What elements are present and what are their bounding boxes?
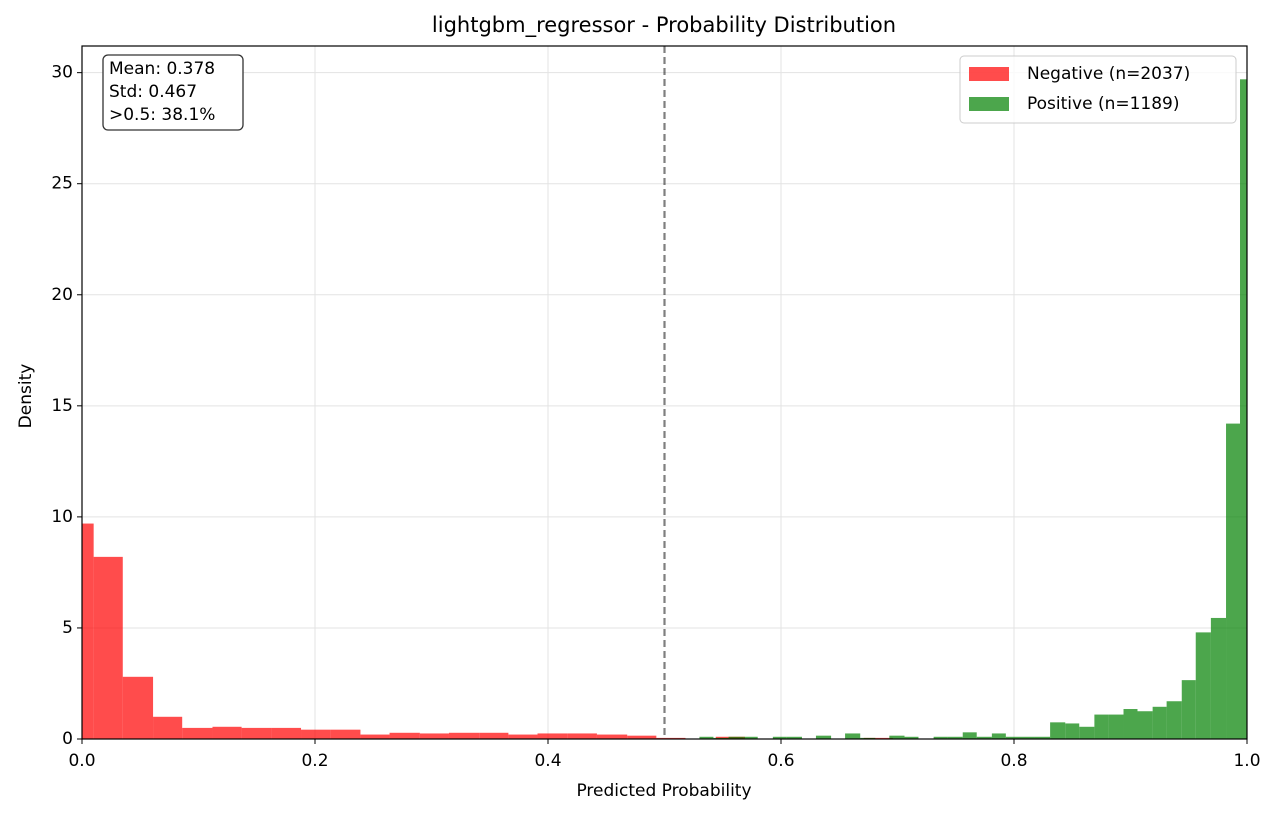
bar (627, 735, 657, 739)
bar (301, 729, 331, 739)
bar (1226, 423, 1241, 739)
y-axis-label: Density (16, 364, 36, 429)
legend-label: Negative (n=2037) (1027, 64, 1190, 84)
x-tick-label: 0.2 (301, 751, 328, 771)
bar (479, 732, 509, 739)
annotation-text: Std: 0.467 (109, 82, 197, 102)
legend-swatch (969, 97, 1009, 111)
bar (947, 736, 963, 739)
bar (699, 736, 714, 739)
bar (508, 734, 538, 739)
bar (596, 734, 628, 739)
bar (1005, 736, 1021, 739)
bar (330, 729, 361, 739)
bar (962, 732, 977, 739)
overlay: 0.0 0.2 0.4 0.6 0.8 1.0 0 5 10 15 20 25 30 Mean: 0.37… (51, 46, 1261, 771)
bar (904, 736, 919, 739)
bar (419, 733, 449, 739)
bar (93, 556, 123, 739)
legend-box (959, 55, 1237, 124)
y-tick-label: 20 (51, 285, 73, 305)
bar (271, 727, 302, 739)
bar (1050, 722, 1066, 739)
plot-frame (81, 45, 1248, 740)
bar (1195, 632, 1211, 739)
annotation-text: Mean: 0.378 (109, 59, 215, 79)
x-tick-label: 0.6 (767, 751, 794, 771)
x-tick-label: 0.0 (68, 751, 95, 771)
y-tick-label: 25 (51, 174, 73, 194)
x-tick-label: 0.4 (534, 751, 561, 771)
y-tick-label: 10 (51, 507, 73, 527)
bar (1079, 726, 1095, 739)
x-tick-label: 0.8 (1000, 751, 1027, 771)
bar (1108, 714, 1124, 739)
x-axis-label: Predicted Probability (576, 781, 751, 801)
annotation-text: >0.5: 38.1% (109, 105, 215, 125)
bar (360, 734, 390, 739)
bar (728, 736, 744, 739)
bar (82, 523, 94, 739)
bar (1210, 617, 1227, 739)
y-tick-label: 30 (51, 63, 73, 83)
bar (122, 676, 154, 739)
bar (1020, 736, 1035, 739)
bar (976, 736, 992, 739)
bar (1152, 706, 1167, 739)
bar (1166, 701, 1182, 739)
bar (786, 736, 802, 739)
legend-label: Positive (n=1189) (1027, 94, 1180, 114)
bar (567, 733, 597, 739)
bar (889, 735, 905, 739)
bar (991, 733, 1006, 739)
bar (1240, 79, 1247, 739)
bar (1065, 723, 1080, 739)
y-tick-label: 0 (62, 729, 73, 749)
bar (537, 733, 568, 739)
bar (1137, 711, 1153, 739)
bar (1034, 736, 1051, 739)
bar (389, 732, 420, 739)
bar (815, 735, 832, 739)
bar (845, 733, 861, 739)
x-tick-label: 1.0 (1233, 751, 1260, 771)
bar (212, 726, 242, 739)
bar (1123, 709, 1138, 739)
bar (1181, 680, 1196, 739)
bar (743, 736, 758, 739)
y-tick-label: 15 (51, 396, 73, 416)
bar (1094, 714, 1109, 739)
bar (241, 727, 272, 739)
bar (933, 736, 948, 739)
bar (153, 716, 183, 739)
y-tick-label: 5 (62, 618, 73, 638)
bar (448, 732, 480, 739)
bar (772, 736, 787, 739)
chart-title: lightgbm_regressor - Probability Distrib… (432, 13, 896, 38)
legend-swatch (969, 67, 1009, 81)
bars (82, 79, 1247, 739)
annotation-box (102, 54, 244, 131)
bar (182, 727, 213, 739)
